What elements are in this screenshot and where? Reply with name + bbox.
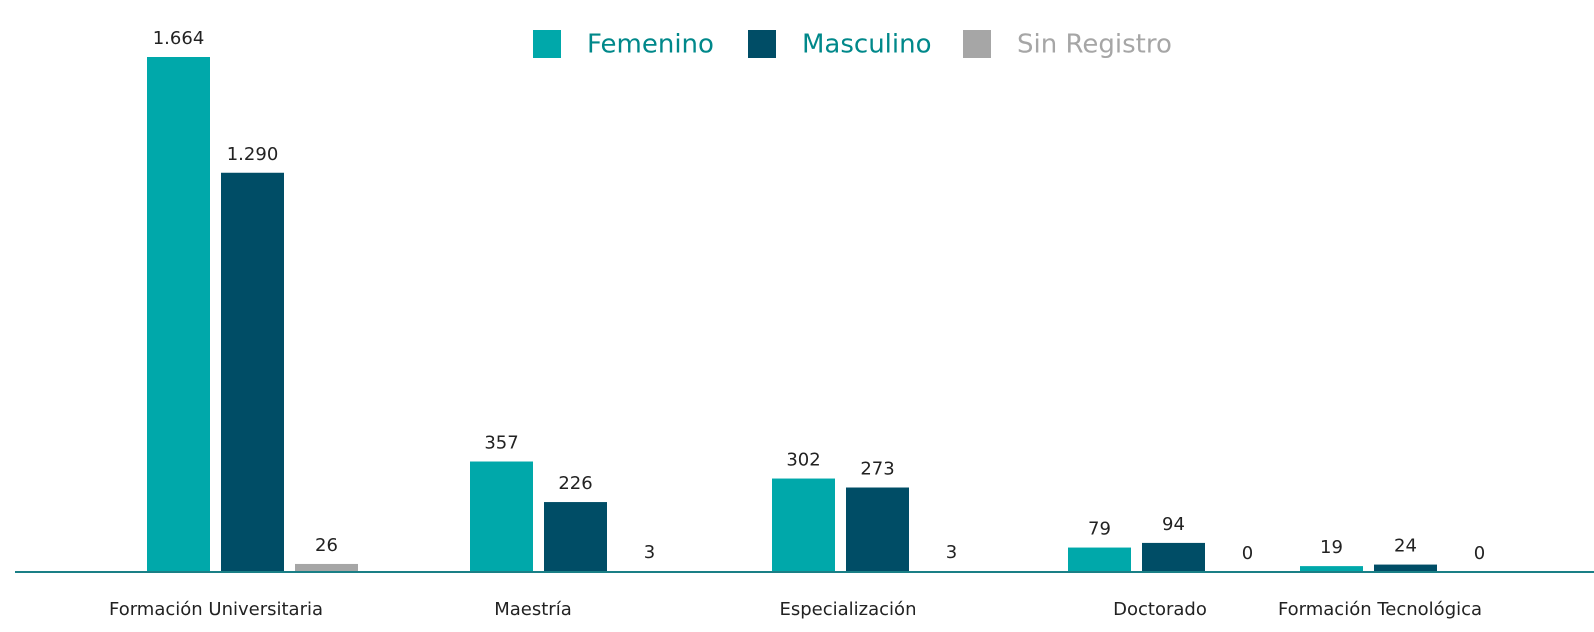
x-tick-label: Formación Universitaria [109, 599, 323, 620]
value-label: 226 [558, 473, 592, 494]
value-label: 1.290 [227, 144, 279, 165]
bar [221, 172, 284, 572]
legend-label: Sin Registro [1017, 30, 1172, 60]
value-label: 94 [1162, 514, 1185, 535]
bar [295, 563, 358, 572]
legend-label: Femenino [587, 30, 714, 60]
value-label: 79 [1088, 519, 1111, 540]
value-label: 19 [1320, 537, 1343, 558]
legend-label: Masculino [802, 30, 932, 60]
legend-swatch [963, 30, 991, 58]
legend-swatch [748, 30, 776, 58]
value-label: 302 [786, 450, 820, 471]
bar [1300, 566, 1363, 572]
bar [1374, 564, 1437, 572]
value-label: 273 [860, 459, 894, 480]
bar [147, 57, 210, 572]
value-label: 0 [1242, 543, 1253, 564]
value-label: 3 [644, 542, 655, 563]
legend-swatch [533, 30, 561, 58]
value-label: 24 [1394, 536, 1417, 557]
bar [772, 478, 835, 572]
value-label: 26 [315, 535, 338, 556]
bar [1142, 542, 1205, 572]
x-tick-label: Especialización [780, 599, 917, 620]
bar [846, 487, 909, 572]
value-label: 1.664 [153, 28, 205, 49]
bar [544, 502, 607, 572]
bar [470, 461, 533, 572]
x-tick-label: Maestría [494, 599, 572, 620]
value-label: 0 [1474, 543, 1485, 564]
x-tick-label: Doctorado [1113, 599, 1207, 620]
value-label: 357 [484, 433, 518, 454]
value-label: 3 [946, 542, 957, 563]
bar [1068, 547, 1131, 572]
x-tick-label: Formación Tecnológica [1278, 599, 1482, 620]
